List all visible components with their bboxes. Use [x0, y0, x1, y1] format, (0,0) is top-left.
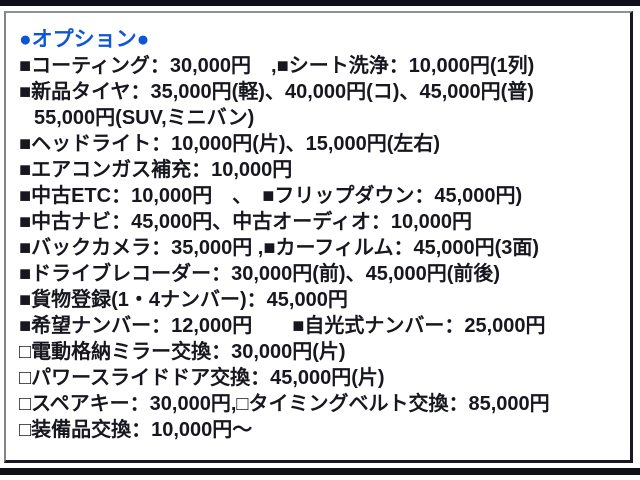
option-line-new-tires-cont: 55,000円(SUV,ミニバン)	[34, 107, 255, 129]
option-line-headlight: ■ヘッドライト：10,000円(片)、15,000円(左右)	[19, 133, 441, 155]
section-title: ●オプション●	[19, 28, 150, 51]
options-box: ●オプション● ■コーティング：30,000円 ,■シート洗浄：10,000円(…	[4, 11, 633, 463]
top-divider-rule	[0, 0, 640, 6]
option-line-aircon-gas: ■エアコンガス補充：10,000円	[19, 159, 293, 181]
option-line-drive-recorder: ■ドライブレコーダー：30,000円(前)、45,000円(前後)	[19, 263, 501, 285]
option-line-mirror-replace: □電動格納ミラー交換：30,000円(片)	[19, 341, 346, 363]
option-line-spare-key: □スペアキー：30,000円,□タイミングベルト交換：85,000円	[19, 393, 550, 415]
option-line-used-etc: ■中古ETC：10,000円 、 ■フリップダウン：45,000円)	[19, 185, 523, 207]
options-content: ●オプション● ■コーティング：30,000円 ,■シート洗浄：10,000円(…	[6, 13, 630, 443]
bottom-divider-rule	[0, 468, 640, 475]
option-line-used-navi: ■中古ナビ：45,000円、中古オーディオ：10,000円	[19, 211, 473, 233]
option-line-equipment-replace: □装備品交換：10,000円～	[19, 419, 253, 441]
option-line-new-tires: ■新品タイヤ：35,000円(軽)、40,000円(コ)、45,000円(普)	[19, 81, 534, 103]
option-line-coating: ■コーティング：30,000円 ,■シート洗浄：10,000円(1列)	[19, 55, 535, 77]
option-line-power-slide-door: □パワースライドドア交換：45,000円(片)	[19, 367, 385, 389]
option-line-back-camera: ■バックカメラ：35,000円 ,■カーフィルム：45,000円(3面)	[19, 237, 540, 259]
option-line-number-plate: ■希望ナンバー：12,000円 ■自光式ナンバー：25,000円	[19, 315, 546, 337]
option-line-cargo-registration: ■貨物登録(1・4ナンバー)：45,000円	[19, 289, 348, 311]
